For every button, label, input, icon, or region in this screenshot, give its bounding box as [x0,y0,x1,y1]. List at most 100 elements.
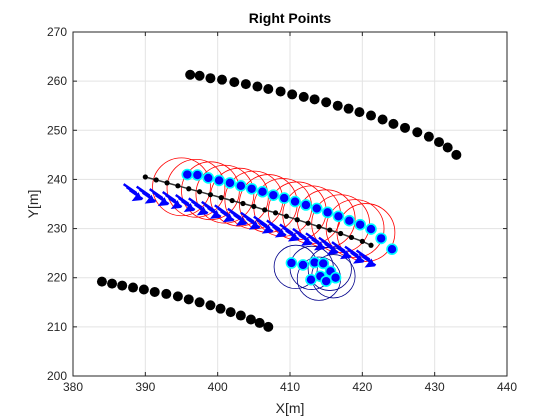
upper-black-point [423,131,434,142]
upper-black-point [400,122,411,133]
track-point [251,203,257,210]
x-tick-label: 440 [497,380,517,394]
ticks-layer: 380 390 400 410 420 430 440 200 210 220 230 240 250 2… [47,25,517,394]
blue-arrow [135,185,157,204]
track-point [196,189,203,195]
lower-black-point [183,294,194,305]
track-point [359,238,365,244]
blue-arrow [292,227,313,246]
lower-black-point [161,288,172,299]
track-line [145,176,372,246]
track-point [142,174,148,180]
lower-black-point [117,280,128,291]
lower-black-point [245,314,256,325]
blue-arrow [318,236,339,255]
track-point [164,180,170,186]
red-circle [152,157,211,217]
blue-arrow [175,193,196,212]
upper-black-point [388,118,399,129]
upper-black-point [442,142,453,153]
blue-arrow-head [170,200,181,210]
lower-black-point [138,284,149,295]
y-tick-label: 250 [47,123,67,137]
upper-black-point [366,110,377,121]
cyan-edged-point [181,168,194,181]
y-axis-label: Y[m] [25,190,41,219]
track-point [262,207,268,213]
cyan-edged-point [386,243,398,256]
x-tick-label: 430 [425,380,445,394]
y-tick-label: 200 [47,369,67,383]
track-point [283,213,289,219]
cyan-edged-point [343,214,356,227]
cyan-edged-point [329,271,342,284]
cyan-edged-point [297,259,309,271]
lower-black-point [205,300,216,311]
lower-black-point [194,297,205,308]
cyan-edged-point [332,210,345,223]
x-tick-label: 410 [280,380,300,394]
y-tick-label: 230 [47,222,67,236]
lower-black-point [225,307,236,318]
cyan-edged-point [305,273,317,286]
cyan-edged-point [278,192,291,204]
blue-arrow-head [287,232,298,242]
blue-arrow [266,219,287,238]
lower-black-point [128,282,139,293]
cyan-edged-point [191,169,204,181]
track-point [272,210,279,216]
x-tick-label: 420 [352,380,372,394]
chart-title: Right Points [249,10,332,26]
blue-arrow-head [300,236,311,246]
cyan-edged-point [365,223,377,235]
lower-black-point [107,278,118,289]
track-point [218,195,224,201]
upper-black-point [451,149,462,160]
cyan-edged-point [321,206,334,219]
track-point [338,230,344,237]
upper-black-point [298,91,309,102]
track-point [153,177,159,183]
upper-black-point [185,69,196,80]
blue-arrow [253,215,274,234]
cyan-edged-point [202,172,215,184]
upper-black-point [205,73,216,84]
blue-arrow-head [196,206,207,216]
track-point [240,200,246,207]
upper-black-point [240,79,251,90]
lower-black-point [215,303,226,314]
blue-arrow-head [222,213,233,223]
track-point [186,186,192,192]
blue-arrow [305,232,326,251]
cyan-edged-point [224,177,236,189]
upper-black-point [321,97,332,108]
blue-arrow-head [157,197,168,207]
upper-black-point [217,74,228,85]
x-tick-label: 380 [63,380,83,394]
upper-black-point [354,107,365,118]
blue-arrow [148,188,170,207]
upper-black-point [194,70,205,81]
track-point [305,220,311,226]
blue-arrow-head [248,220,259,230]
track-point [316,224,322,230]
marks-layer [96,69,462,332]
blue-arrow [188,197,209,216]
blue-arrow [227,207,248,226]
upper-black-point [287,89,298,100]
cyan-edged-point [320,275,332,287]
y-tick-label: 270 [47,25,67,39]
cyan-edged-point [354,218,366,231]
blue-arrow-head [274,228,285,238]
y-tick-label: 260 [47,74,67,88]
blue-arrow [201,200,222,219]
blue-arrow [279,223,300,242]
blue-arrow [122,183,144,202]
upper-black-point [263,84,274,95]
blue-arrow-head [352,254,363,264]
lower-black-point [172,291,183,302]
cyan-edged-point [267,189,280,201]
track-point [175,183,181,189]
lower-black-point [149,286,160,297]
